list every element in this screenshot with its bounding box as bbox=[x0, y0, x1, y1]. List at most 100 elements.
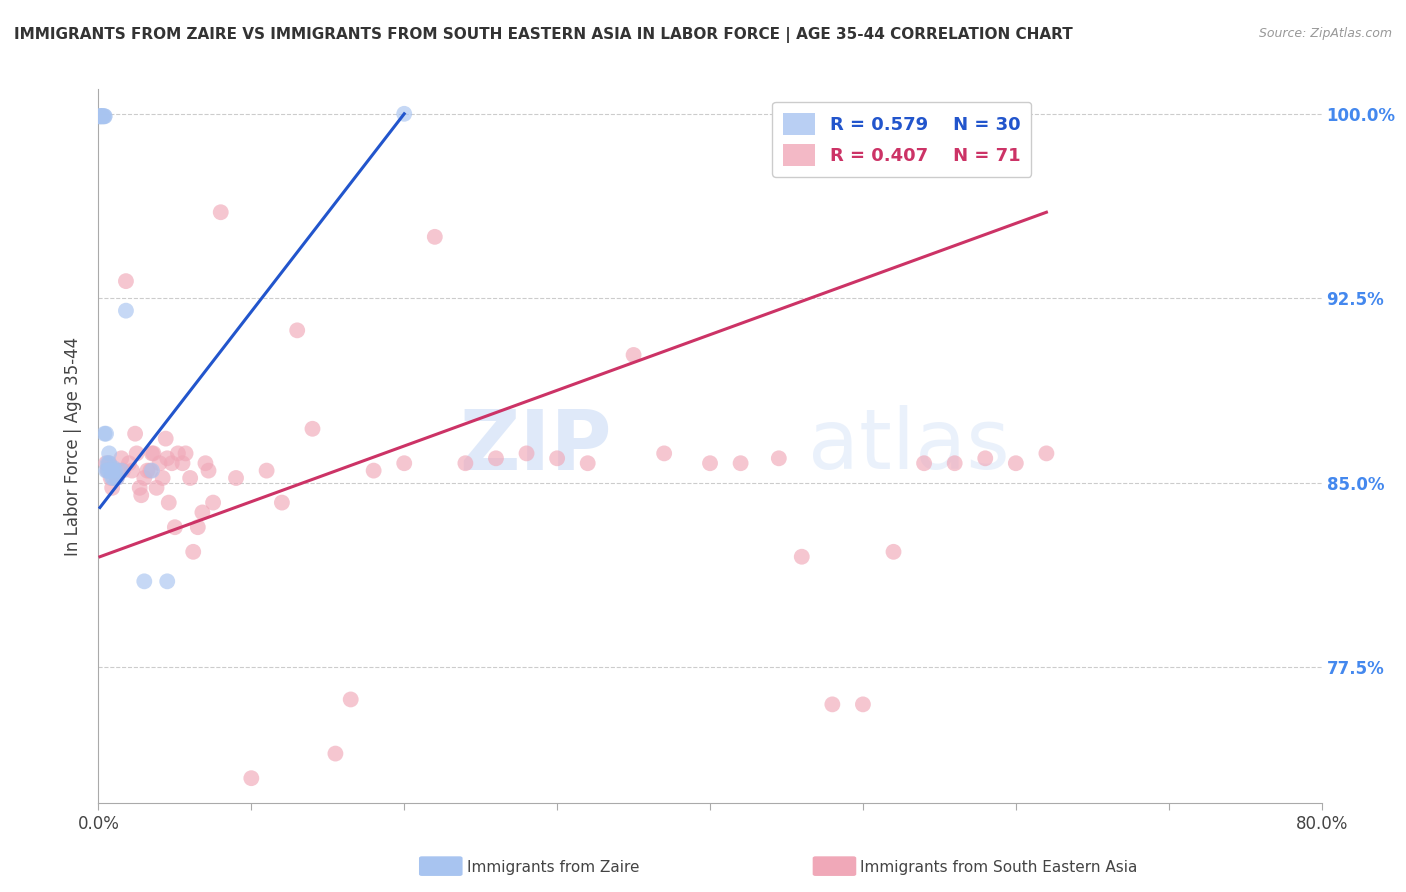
Point bbox=[974, 451, 997, 466]
Point bbox=[89, 109, 111, 123]
Point bbox=[129, 488, 152, 502]
Point bbox=[125, 446, 148, 460]
Point bbox=[852, 698, 875, 712]
Text: Immigrants from Zaire: Immigrants from Zaire bbox=[467, 861, 640, 875]
Point bbox=[142, 446, 165, 460]
Point bbox=[256, 464, 278, 478]
Point bbox=[225, 471, 247, 485]
Point bbox=[187, 520, 209, 534]
Point bbox=[97, 456, 120, 470]
Point bbox=[97, 464, 120, 478]
Point bbox=[623, 348, 645, 362]
Point bbox=[105, 471, 128, 485]
Point bbox=[546, 451, 568, 466]
Point bbox=[139, 464, 162, 478]
Point bbox=[124, 426, 146, 441]
Y-axis label: In Labor Force | Age 35-44: In Labor Force | Age 35-44 bbox=[65, 336, 83, 556]
Point bbox=[152, 471, 174, 485]
Point bbox=[202, 495, 225, 509]
Point bbox=[181, 545, 204, 559]
Point bbox=[136, 464, 159, 478]
Point bbox=[121, 464, 143, 478]
Point bbox=[94, 456, 117, 470]
Point bbox=[172, 456, 194, 470]
Point bbox=[90, 109, 112, 123]
Point bbox=[912, 456, 935, 470]
Point bbox=[149, 456, 172, 470]
Point bbox=[128, 481, 150, 495]
Point bbox=[790, 549, 813, 564]
Text: Source: ZipAtlas.com: Source: ZipAtlas.com bbox=[1258, 27, 1392, 40]
Point bbox=[89, 109, 111, 123]
Point bbox=[883, 545, 905, 559]
Point bbox=[94, 426, 117, 441]
Point bbox=[134, 574, 156, 589]
Point bbox=[179, 471, 201, 485]
Point bbox=[100, 464, 122, 478]
Point bbox=[194, 456, 217, 470]
Point bbox=[325, 747, 347, 761]
Point bbox=[115, 303, 138, 318]
Point bbox=[270, 495, 292, 509]
Point bbox=[101, 464, 124, 478]
Point bbox=[93, 109, 115, 123]
Point bbox=[821, 698, 844, 712]
Point bbox=[98, 456, 121, 470]
Point bbox=[91, 109, 114, 123]
Point bbox=[104, 464, 127, 478]
Point bbox=[107, 464, 129, 478]
Point bbox=[118, 456, 141, 470]
Point bbox=[111, 464, 134, 478]
Text: IMMIGRANTS FROM ZAIRE VS IMMIGRANTS FROM SOUTH EASTERN ASIA IN LABOR FORCE | AGE: IMMIGRANTS FROM ZAIRE VS IMMIGRANTS FROM… bbox=[14, 27, 1073, 43]
Point bbox=[197, 464, 219, 478]
Point bbox=[110, 464, 132, 478]
Point bbox=[652, 446, 675, 460]
Point bbox=[98, 446, 121, 460]
Point bbox=[1004, 456, 1026, 470]
Point bbox=[423, 230, 446, 244]
Point bbox=[301, 422, 323, 436]
Point bbox=[91, 109, 114, 123]
Point bbox=[115, 274, 138, 288]
Point bbox=[94, 464, 117, 478]
Point bbox=[103, 461, 125, 475]
Point bbox=[174, 446, 197, 460]
Point bbox=[454, 456, 477, 470]
Point bbox=[285, 323, 308, 337]
Point bbox=[699, 456, 721, 470]
Point bbox=[155, 432, 177, 446]
Text: atlas: atlas bbox=[808, 406, 1010, 486]
Text: Immigrants from South Eastern Asia: Immigrants from South Eastern Asia bbox=[860, 861, 1137, 875]
Point bbox=[163, 520, 186, 534]
Point bbox=[167, 446, 190, 460]
Point bbox=[768, 451, 790, 466]
Point bbox=[160, 456, 183, 470]
Point bbox=[98, 456, 121, 470]
Point bbox=[93, 109, 115, 123]
Point bbox=[730, 456, 752, 470]
Point bbox=[191, 505, 214, 519]
Point bbox=[156, 451, 179, 466]
Point bbox=[105, 471, 128, 485]
Legend: R = 0.579    N = 30, R = 0.407    N = 71: R = 0.579 N = 30, R = 0.407 N = 71 bbox=[772, 102, 1031, 177]
Point bbox=[240, 771, 263, 785]
Point bbox=[141, 464, 163, 478]
Point bbox=[576, 456, 599, 470]
Point bbox=[110, 451, 132, 466]
Point bbox=[103, 471, 125, 485]
Point bbox=[1035, 446, 1057, 460]
Point bbox=[156, 574, 179, 589]
Text: ZIP: ZIP bbox=[460, 406, 612, 486]
Point bbox=[392, 107, 416, 121]
Point bbox=[101, 471, 124, 485]
Point bbox=[339, 692, 361, 706]
Point bbox=[103, 464, 125, 478]
Point bbox=[93, 426, 115, 441]
Point bbox=[90, 109, 112, 123]
Point bbox=[516, 446, 538, 460]
Point bbox=[943, 456, 966, 470]
Point bbox=[157, 495, 180, 509]
Point bbox=[141, 446, 163, 460]
Point bbox=[392, 456, 416, 470]
Point bbox=[98, 464, 121, 478]
